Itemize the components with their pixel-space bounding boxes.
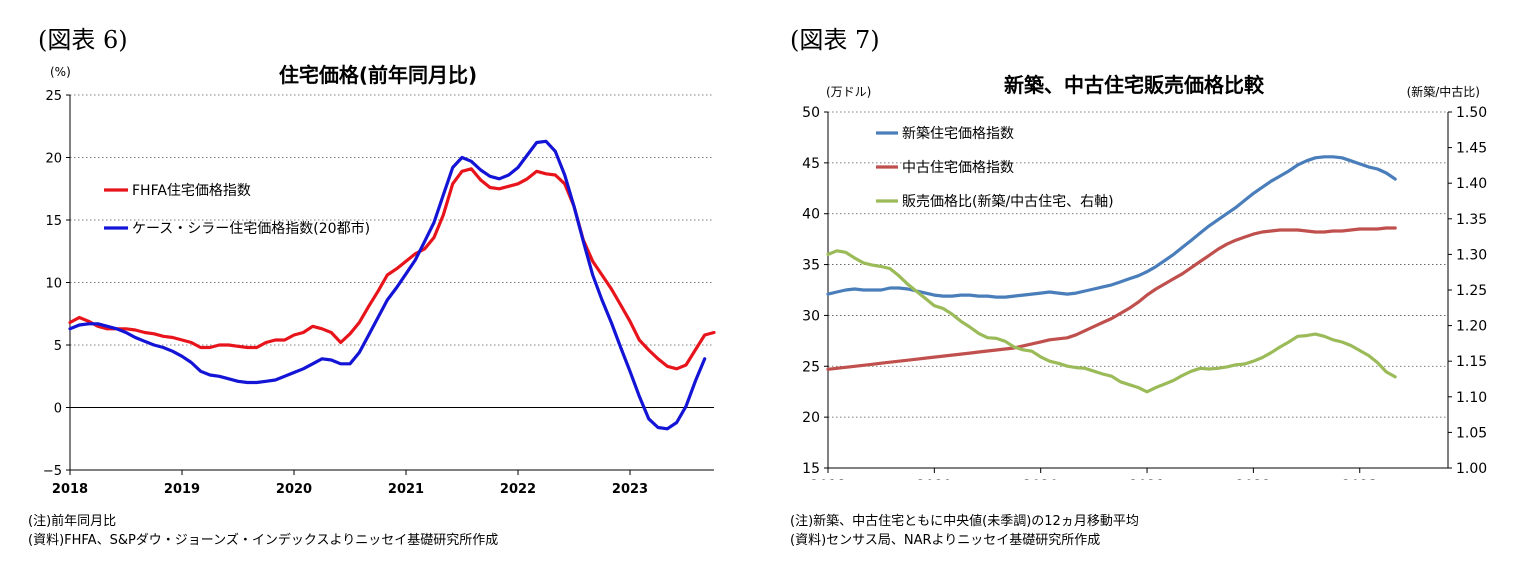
y-tick-label: 50 [802,105,820,121]
series-line [68,167,716,371]
x-tick-label: 2021 [388,482,424,497]
source-line: (資料)センサス局、NARよりニッセイ基礎研究所作成 [790,533,1101,548]
y2-tick-label: 1.05 [1456,425,1487,441]
y-tick-label: 40 [802,207,820,223]
y2-tick-label: 1.20 [1456,319,1487,335]
legend-label: ケース・シラー住宅価格指数(20都市) [132,220,370,237]
x-tick-label: 2019 [917,478,953,480]
x-tick-label: 2023 [1342,478,1378,480]
y-tick-label: 20 [802,410,820,426]
series-line [826,249,1397,394]
legend-label: 販売価格比(新築/中古住宅、右軸) [902,194,1114,210]
y-tick-label: 20 [45,152,62,167]
y-tick-label: 0 [54,402,62,417]
x-tick-label: 2018 [810,478,846,480]
y2-tick-label: 1.45 [1456,141,1487,157]
y-tick-label: 45 [802,156,820,172]
x-tick-label: 2022 [500,482,536,497]
y2-tick-label: 1.25 [1456,283,1487,299]
chart-footnote: (注)前年同月比 (資料)FHFA、S&Pダウ・ジョーンズ・インデックスよりニッ… [28,512,498,550]
y-tick-label: 30 [802,308,820,324]
x-tick-label: 2019 [164,482,200,497]
y2-axis-unit-label: (新築/中古比) [1407,84,1480,99]
y-tick-label: 35 [802,258,820,274]
y2-tick-label: 1.35 [1456,212,1487,228]
y-tick-label: 5 [54,339,62,354]
x-tick-label: 2020 [1023,478,1059,480]
figure-label: (図表 6) [38,26,128,54]
y-tick-label: −5 [43,464,62,479]
x-tick-label: 2023 [612,482,648,497]
y2-tick-label: 1.10 [1456,390,1487,406]
y-axis-unit-label: (%) [50,65,71,79]
y2-tick-label: 1.30 [1456,247,1487,263]
y-tick-label: 15 [45,214,62,229]
figure-label: (図表 7) [790,26,880,54]
legend-label: 新築住宅価格指数 [902,126,1014,142]
y-tick-label: 25 [802,359,820,375]
y2-tick-label: 1.15 [1456,354,1487,370]
y-tick-label: 25 [45,89,62,104]
source-line: (資料)FHFA、S&Pダウ・ジョーンズ・インデックスよりニッセイ基礎研究所作成 [28,533,499,548]
x-tick-label: 2018 [52,482,88,497]
y2-tick-label: 1.40 [1456,176,1487,192]
chart-house-price-yoy: 住宅価格(前年同月比) (%) 25 20 15 10 5 0 −5 2018 2019 202… [43,63,716,497]
x-tick-label: 2020 [276,482,312,497]
note-line: (注)新築、中古住宅ともに中央値(未季調)の12ヵ月移動平均 [790,514,1139,529]
y-tick-label: 15 [802,461,820,477]
chart-new-vs-existing-price: 新築、中古住宅販売価格比較 (万ドル) (新築/中古比) 50 45 40 35 30 2… [802,73,1487,480]
legend-label: 中古住宅価格指数 [902,160,1014,176]
chart-footnote: (注)新築、中古住宅ともに中央値(未季調)の12ヵ月移動平均 (資料)センサス局… [790,512,1139,550]
y2-tick-label: 1.50 [1456,105,1487,121]
legend-label: FHFA住宅価格指数 [132,183,251,199]
x-tick-label: 2021 [1129,478,1165,480]
series-line [68,139,707,431]
y-axis-unit-label: (万ドル) [826,85,871,99]
y-tick-label: 10 [45,277,62,292]
series-line [826,155,1397,299]
note-line: (注)前年同月比 [28,514,117,529]
chart-title: 住宅価格(前年同月比) [279,63,477,87]
chart-title: 新築、中古住宅販売価格比較 [1004,73,1265,97]
series-line [826,226,1397,371]
y2-tick-label: 1.00 [1456,461,1487,477]
x-tick-label: 2022 [1236,478,1272,480]
